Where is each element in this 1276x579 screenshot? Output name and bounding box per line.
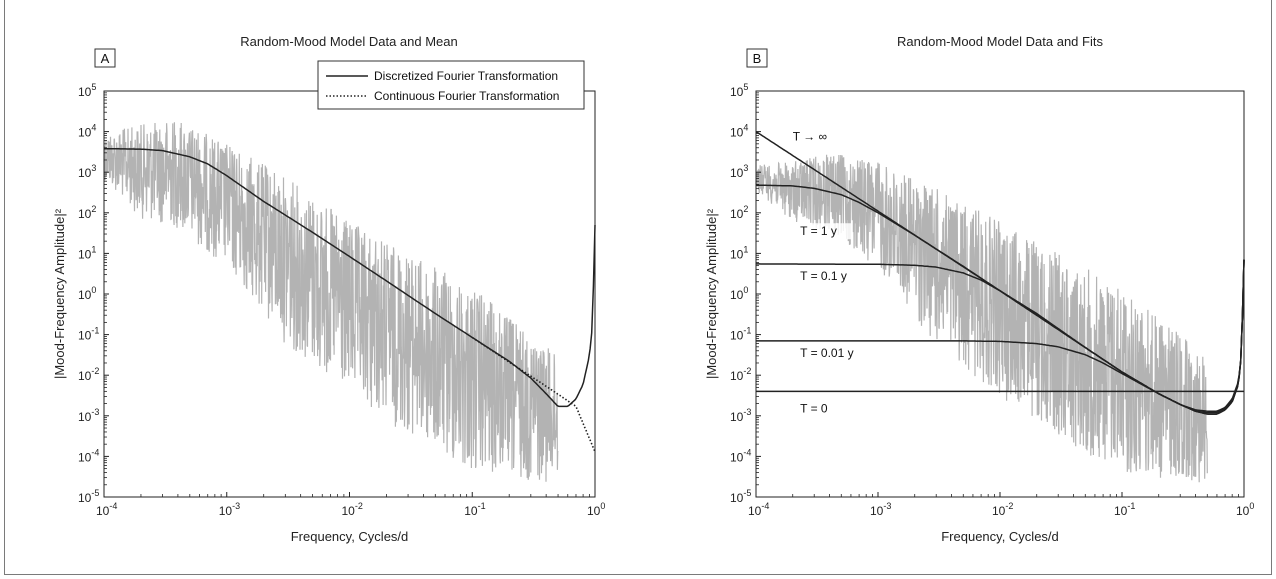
x-tick-label: 10-1 xyxy=(464,501,485,518)
x-tick-label: 10-1 xyxy=(1114,501,1135,518)
legend-entry: Continuous Fourier Transformation xyxy=(326,89,559,103)
curve-label: T = 0.01 y xyxy=(800,346,853,360)
y-tick-label: 10-4 xyxy=(730,447,751,464)
y-tick-label: 10-4 xyxy=(78,447,99,464)
noisy-data-series xyxy=(103,122,559,482)
y-tick-label: 100 xyxy=(730,285,748,302)
chart-title: Random-Mood Model Data and Mean xyxy=(240,34,458,49)
y-tick-label: 100 xyxy=(78,285,96,302)
y-tick-label: 10-1 xyxy=(730,326,751,343)
panel-letter-box: B xyxy=(746,48,768,68)
y-axis-label: |Mood-Frequency Amplitude|² xyxy=(704,208,719,379)
panel-letter-box: A xyxy=(94,48,116,68)
curve-label: T = 1 y xyxy=(800,224,837,238)
series-line-1 xyxy=(471,336,596,453)
y-tick-label: 10-5 xyxy=(730,488,751,505)
x-tick-label: 10-2 xyxy=(992,501,1013,518)
legend-label: Continuous Fourier Transformation xyxy=(374,89,559,103)
y-tick-label: 10-2 xyxy=(730,366,751,383)
panel-b: Random-Mood Model Data and Fits B 10-4 10-3… xyxy=(704,34,1254,544)
y-tick-label: 10-3 xyxy=(730,407,751,424)
y-tick-label: 101 xyxy=(730,244,748,261)
x-tick-label: 10-2 xyxy=(342,501,363,518)
panel-letter: B xyxy=(753,51,762,66)
x-tick-label: 10-4 xyxy=(96,501,117,518)
y-tick-label: 102 xyxy=(730,204,748,221)
x-tick-label: 100 xyxy=(1236,501,1254,518)
y-tick-label: 105 xyxy=(730,82,748,99)
chart-title: Random-Mood Model Data and Fits xyxy=(897,34,1103,49)
y-axis-label: |Mood-Frequency Amplitude|² xyxy=(52,208,67,379)
noisy-data-series xyxy=(755,154,1208,483)
curve-label: T = 0.1 y xyxy=(800,269,847,283)
x-axis-label: Frequency, Cycles/d xyxy=(291,529,409,544)
legend-entry: Discretized Fourier Transformation xyxy=(326,69,558,83)
x-tick-label: 10-4 xyxy=(748,501,769,518)
curve-label: T = 0 xyxy=(800,402,828,416)
y-tick-label: 10-2 xyxy=(78,366,99,383)
y-tick-label: 10-3 xyxy=(78,407,99,424)
panel-a: Random-Mood Model Data and Mean A 10-4 10-3… xyxy=(52,34,605,544)
y-tick-label: 10-5 xyxy=(78,488,99,505)
y-tick-label: 103 xyxy=(730,163,748,180)
y-tick-label: 104 xyxy=(730,123,748,140)
x-tick-label: 10-3 xyxy=(219,501,240,518)
series-line-3 xyxy=(756,259,1245,412)
y-tick-label: 105 xyxy=(78,82,96,99)
y-tick-label: 101 xyxy=(78,244,96,261)
y-tick-label: 102 xyxy=(78,204,96,221)
legend-label: Discretized Fourier Transformation xyxy=(374,69,558,83)
figure-frame xyxy=(4,0,1272,575)
y-tick-label: 104 xyxy=(78,123,96,140)
y-tick-label: 10-1 xyxy=(78,326,99,343)
curve-label: T → ∞ xyxy=(793,130,827,144)
y-tick-label: 103 xyxy=(78,163,96,180)
x-axis-label: Frequency, Cycles/d xyxy=(941,529,1059,544)
legend: Discretized Fourier Transformation Contin… xyxy=(317,60,585,110)
panel-letter: A xyxy=(101,51,110,66)
x-tick-label: 10-3 xyxy=(870,501,891,518)
x-tick-label: 100 xyxy=(587,501,605,518)
